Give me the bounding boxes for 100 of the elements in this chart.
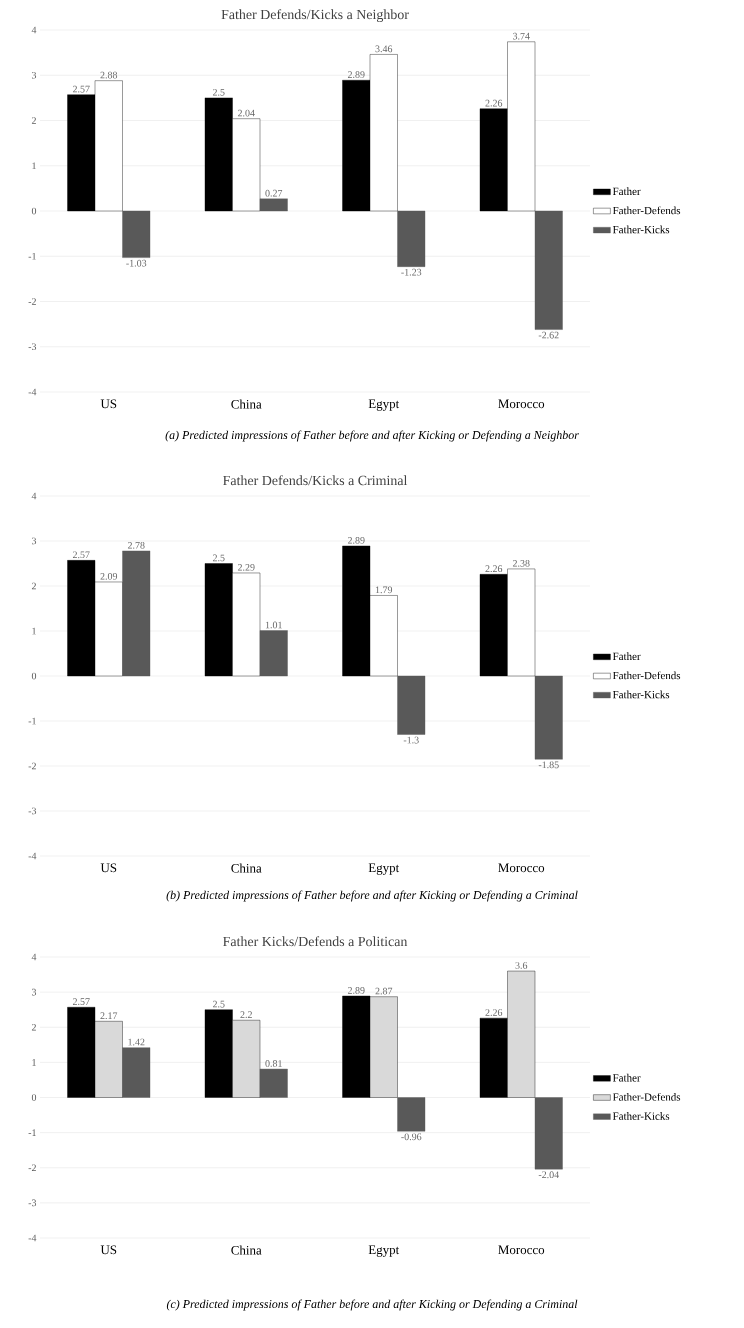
data-label: 2.57 [72, 85, 90, 93]
y-tick-label: -1 [28, 717, 36, 725]
bar [534, 210, 563, 330]
y-tick-label: 3 [31, 71, 37, 79]
y-tick-label: 2 [31, 1023, 36, 1031]
data-label: 1.79 [375, 586, 393, 594]
data-label: 2.89 [347, 987, 365, 994]
data-label: -1.23 [401, 268, 422, 276]
y-tick-label: -2 [28, 762, 36, 770]
y-tick-label: 1 [32, 1059, 36, 1066]
x-tick-label: US [100, 1245, 117, 1255]
data-label: 2.88 [100, 71, 118, 79]
x-tick-label: Egypt [368, 399, 400, 411]
legend-label: Father-Defends [612, 1092, 681, 1101]
data-label: 3.74 [513, 32, 530, 40]
data-label: 3.46 [375, 45, 393, 53]
x-tick-label: US [100, 399, 117, 409]
bar [122, 210, 151, 258]
x-tick-label: Egypt [368, 863, 400, 875]
y-tick-label: 1 [32, 627, 36, 635]
data-label: 2.57 [72, 551, 90, 559]
data-label: 2.2 [240, 1011, 252, 1019]
y-tick-label: 3 [31, 988, 37, 996]
y-tick-label: 4 [31, 492, 37, 500]
data-label: 2.5 [212, 88, 225, 96]
legend-label: Father-Defends [612, 671, 681, 680]
y-tick-label: -3 [28, 343, 37, 351]
y-tick-label: -4 [28, 852, 37, 860]
data-label: 2.26 [485, 1009, 503, 1016]
legend-label: Father-Kicks [612, 225, 670, 234]
data-label: 2.38 [512, 559, 530, 567]
chart-title: Father Defends/Kicks a Criminal [223, 475, 408, 486]
bar [259, 630, 288, 677]
y-tick-label: 1 [32, 162, 36, 170]
text: (a) Predicted impressions of Father before and after Kicking or Defending a Neighbor [165, 430, 579, 442]
y-tick-label: -3 [28, 807, 37, 815]
data-label: 2.09 [100, 572, 118, 580]
bar [397, 675, 426, 735]
y-tick-label: -3 [28, 1199, 37, 1207]
data-label: 2.26 [485, 565, 503, 573]
data-label: 2.89 [347, 536, 365, 544]
data-label: 1.42 [128, 1038, 145, 1046]
legend-label: Father-Defends [612, 206, 681, 215]
chart-title: Father Defends/Kicks a Neighbor [221, 9, 409, 23]
data-label: 2.29 [237, 564, 255, 571]
data-label: 2.78 [127, 541, 145, 549]
data-label: 2.5 [212, 554, 225, 562]
bar [397, 1097, 426, 1132]
y-tick-label: 4 [31, 953, 37, 961]
data-label: -1.85 [538, 761, 559, 769]
data-label: 0.27 [265, 189, 283, 197]
data-label: 2.5 [212, 1000, 225, 1008]
legend-label: Father [612, 652, 641, 661]
data-label: 0.81 [265, 1060, 282, 1067]
x-tick-label: China [231, 1245, 262, 1255]
chart-title: Father Kicks/Defends a Politican [223, 936, 408, 947]
x-tick-label: Morocco [498, 1245, 545, 1255]
y-tick-label: -1 [28, 252, 36, 260]
data-label: -2.04 [538, 1171, 559, 1179]
data-label: 2.26 [485, 99, 503, 107]
x-tick-label: China [231, 863, 262, 873]
bar [259, 198, 288, 212]
bar [397, 210, 426, 267]
x-tick-label: Morocco [498, 399, 545, 409]
bar [534, 675, 563, 760]
y-tick-label: -4 [28, 388, 37, 396]
y-tick-label: 4 [31, 26, 37, 34]
x-tick-label: Egypt [368, 1245, 400, 1257]
data-label: -2.62 [538, 331, 559, 339]
bar [122, 550, 151, 677]
y-tick-label: -2 [28, 298, 36, 305]
data-label: 2.17 [100, 1012, 118, 1020]
y-tick-label: 0 [31, 207, 37, 215]
text: (c) Predicted impressions of Father before and after Kicking or Defending a Criminal [166, 1299, 578, 1311]
data-label: 2.57 [72, 998, 90, 1006]
data-label: -1.03 [126, 259, 147, 267]
legend-label: Father [612, 1073, 641, 1082]
y-tick-label: -2 [28, 1164, 36, 1172]
bar [122, 1047, 151, 1098]
data-label: 2.04 [237, 109, 255, 117]
legend-label: Father-Kicks [612, 1112, 670, 1120]
legend-label: Father [612, 187, 641, 196]
y-tick-label: 3 [31, 537, 37, 545]
data-label: -1.3 [403, 736, 419, 744]
text: (b) Predicted impressions of Father before and after Kicking or Defending a Criminal [166, 890, 578, 902]
data-label: 2.87 [375, 987, 393, 995]
x-tick-label: China [231, 399, 262, 409]
data-label: 3.6 [515, 962, 528, 969]
y-tick-label: 2 [31, 117, 36, 124]
legend-label: Father-Kicks [612, 690, 670, 699]
x-tick-label: US [100, 863, 117, 873]
data-label: -0.96 [401, 1133, 422, 1141]
bar [534, 1097, 563, 1170]
y-tick-label: -1 [28, 1129, 36, 1136]
y-tick-label: 2 [31, 582, 36, 590]
data-label: 2.89 [347, 71, 365, 79]
y-tick-label: -4 [28, 1234, 37, 1242]
y-tick-label: 0 [31, 1094, 37, 1101]
data-label: 1.01 [265, 621, 282, 629]
x-tick-label: Morocco [498, 863, 545, 873]
